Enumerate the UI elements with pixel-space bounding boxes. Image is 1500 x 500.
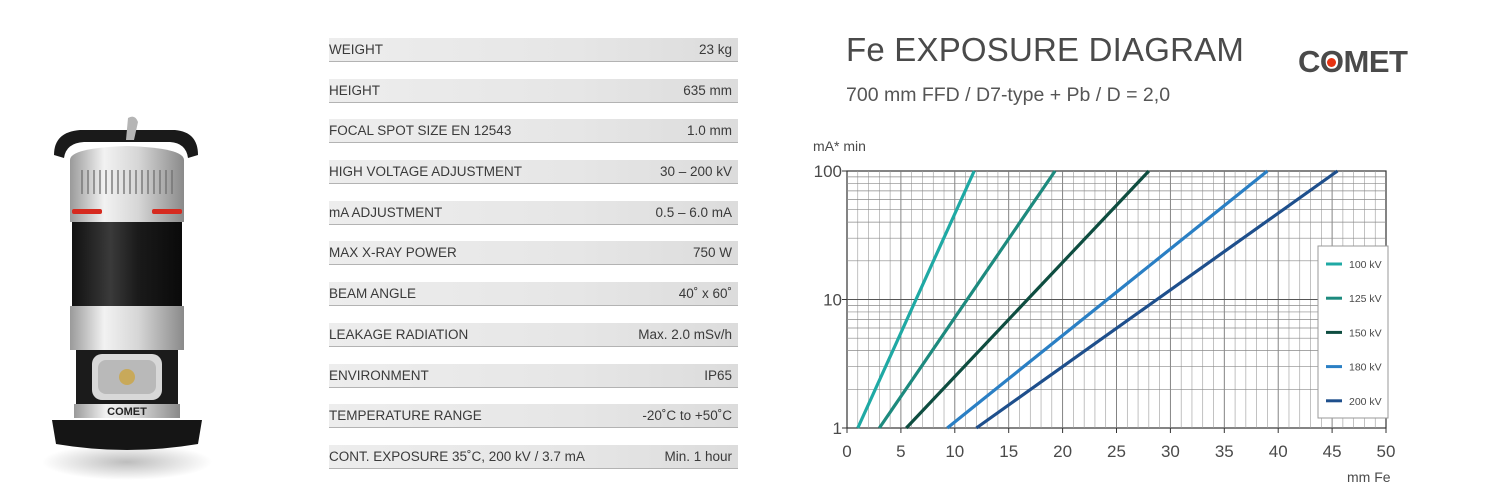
- spec-value: IP65: [704, 367, 732, 383]
- warning-light-right: [152, 209, 182, 214]
- spec-row: CONT. EXPOSURE 35˚C, 200 kV / 3.7 mA Min.…: [329, 444, 738, 469]
- x-tick-label: 35: [1215, 442, 1234, 461]
- x-tick-label: 50: [1377, 442, 1396, 461]
- base-foot: [52, 420, 202, 450]
- xray-generator-image: COMET: [42, 116, 212, 480]
- spec-row: BEAM ANGLE 40˚ x 60˚: [329, 282, 738, 307]
- legend-label: 125 kV: [1349, 293, 1382, 305]
- spec-value: Max. 2.0 mSv/h: [638, 326, 732, 342]
- legend-label: 180 kV: [1349, 362, 1382, 374]
- spec-row: ENVIRONMENT IP65: [329, 363, 738, 388]
- x-tick-label: 10: [945, 442, 964, 461]
- x-tick-label: 30: [1161, 442, 1180, 461]
- y-axis-label: mA* min: [813, 138, 866, 154]
- series-line: [905, 169, 1151, 430]
- spec-row: WEIGHT 23 kg: [329, 38, 738, 62]
- series-line: [946, 169, 1269, 430]
- spec-name: BEAM ANGLE: [329, 286, 417, 302]
- spec-name: FOCAL SPOT SIZE EN 12543: [329, 123, 512, 139]
- axes: 0 5 10 15 20 25 30 35 40 45 50 1 10 100: [814, 162, 1396, 461]
- spec-name: TEMPERATURE RANGE: [329, 408, 482, 424]
- spec-row: MAX X-RAY POWER 750 W: [329, 241, 738, 266]
- series-lines: [856, 169, 1339, 430]
- spec-value: 23 kg: [698, 42, 732, 57]
- spec-table: WEIGHT 23 kg HEIGHT 635 mm FOCAL SPOT SIZE E…: [329, 38, 738, 486]
- spec-value: Min. 1 hour: [664, 448, 732, 464]
- spec-name: mA ADJUSTMENT: [329, 204, 443, 220]
- spec-name: LEAKAGE RADIATION: [329, 326, 469, 342]
- light-band: [70, 200, 184, 222]
- spec-name: HEIGHT: [329, 82, 381, 98]
- spec-value: -20˚C to +50˚C: [642, 408, 732, 424]
- legend-label: 150 kV: [1349, 327, 1382, 339]
- series-line: [856, 170, 976, 429]
- spec-value: 0.5 – 6.0 mA: [655, 204, 732, 220]
- plot-area: [846, 170, 1387, 429]
- spec-row: mA ADJUSTMENT 0.5 – 6.0 mA: [329, 200, 738, 225]
- x-tick-label: 40: [1269, 442, 1288, 461]
- lower-sleeve: [70, 306, 184, 350]
- fin-lines: [81, 170, 173, 194]
- grid: [847, 171, 1386, 428]
- spec-row: HEIGHT 635 mm: [329, 78, 738, 103]
- base-ring: [74, 404, 180, 418]
- x-tick-label: 5: [896, 442, 905, 461]
- spec-row: FOCAL SPOT SIZE EN 12543 1.0 mm: [329, 119, 738, 144]
- series-line: [878, 170, 1057, 429]
- series-line: [975, 169, 1339, 430]
- legend: 100 kV 125 kV 150 kV 180 kV 200 kV: [1317, 245, 1389, 419]
- spec-value: 635 mm: [683, 82, 732, 98]
- x-tick-label: 15: [999, 442, 1018, 461]
- spec-value: 750 W: [692, 245, 732, 261]
- spec-name: WEIGHT: [329, 42, 383, 57]
- spec-name: MAX X-RAY POWER: [329, 245, 457, 261]
- spec-value: 40˚ x 60˚: [678, 286, 732, 302]
- spec-row: HIGH VOLTAGE ADJUSTMENT 30 – 200 kV: [329, 160, 738, 185]
- spec-value: 1.0 mm: [686, 123, 732, 139]
- spec-name: ENVIRONMENT: [329, 367, 429, 383]
- y-tick-label: 10: [823, 291, 842, 310]
- x-tick-label: 25: [1107, 442, 1126, 461]
- cooling-fins: [70, 168, 184, 200]
- x-tick-label: 0: [842, 442, 851, 461]
- spec-row: LEAKAGE RADIATION Max. 2.0 mSv/h: [329, 322, 738, 347]
- legend-label: 200 kV: [1349, 396, 1382, 408]
- top-cap: [70, 146, 184, 168]
- spec-row: TEMPERATURE RANGE -20˚C to +50˚C: [329, 404, 738, 429]
- legend-label: 100 kV: [1349, 259, 1382, 271]
- logo-red-dot: [1327, 57, 1337, 67]
- warning-light-left: [72, 209, 102, 214]
- carry-handle: [54, 130, 198, 158]
- comet-logo: COMET: [1298, 44, 1408, 79]
- x-tick-label: 45: [1323, 442, 1342, 461]
- floor-shadow: [42, 444, 212, 480]
- y-tick-label: 1: [833, 419, 842, 438]
- chart-subtitle: 700 mm FFD / D7-type + Pb / D = 2,0: [846, 84, 1171, 106]
- y-tick-label: 100: [814, 162, 842, 181]
- focal-spot-icon: [119, 369, 135, 385]
- housing-body: [72, 222, 182, 306]
- chart-title: Fe EXPOSURE DIAGRAM: [846, 31, 1245, 68]
- spec-name: CONT. EXPOSURE 35˚C, 200 kV / 3.7 mA: [329, 448, 585, 464]
- spec-value: 30 – 200 kV: [659, 164, 732, 180]
- x-tick-label: 20: [1053, 442, 1072, 461]
- product-label: COMET: [107, 406, 147, 418]
- cable-stub: [126, 116, 138, 140]
- spec-name: HIGH VOLTAGE ADJUSTMENT: [329, 164, 523, 180]
- x-axis-label: mm Fe: [1347, 469, 1391, 485]
